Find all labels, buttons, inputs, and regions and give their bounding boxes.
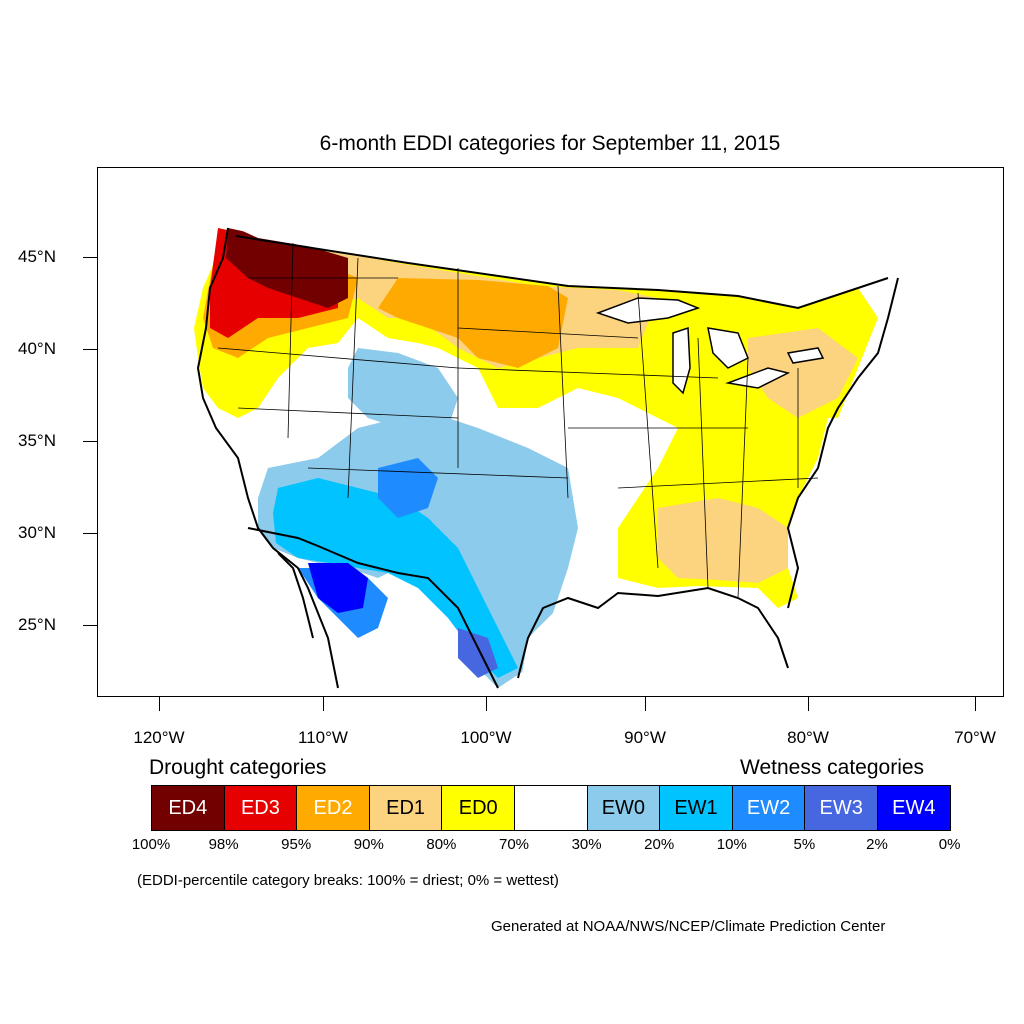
legend-box-normal bbox=[514, 785, 588, 831]
lat-tick bbox=[83, 257, 97, 258]
lat-label-25: 25°N bbox=[18, 615, 56, 634]
legend-percent-label: 90% bbox=[353, 836, 384, 853]
legend-percent-label: 80% bbox=[426, 836, 457, 853]
ed4-zone bbox=[226, 228, 348, 308]
ew0-zone-north bbox=[348, 348, 458, 428]
ed1-zone-south bbox=[658, 498, 788, 583]
lat-label-45: 45°N bbox=[18, 247, 56, 266]
gulf-coast bbox=[517, 586, 789, 679]
baja-coast bbox=[277, 552, 314, 639]
lon-tick bbox=[975, 697, 976, 711]
lon-label-70: 70°W bbox=[954, 728, 996, 747]
wetness-zones bbox=[258, 348, 578, 688]
pacific bbox=[98, 168, 248, 498]
coastlines bbox=[196, 227, 899, 689]
legend-percent-label: 0% bbox=[938, 836, 961, 853]
legend-percent-label: 10% bbox=[716, 836, 747, 853]
legend-box-ed4: ED4 bbox=[151, 785, 225, 831]
lake-huron bbox=[707, 327, 749, 369]
legend-box-ed0: ED0 bbox=[441, 785, 515, 831]
legend-percent-label: 5% bbox=[793, 836, 816, 853]
lat-tick bbox=[83, 441, 97, 442]
lat-label-40: 40°N bbox=[18, 339, 56, 358]
map-title: 6-month EDDI categories for September 11… bbox=[319, 132, 781, 155]
legend-percent-label: 2% bbox=[866, 836, 888, 853]
ew3-zone bbox=[458, 628, 498, 678]
legend-percent-label: 100% bbox=[131, 836, 171, 853]
lat-tick bbox=[83, 349, 97, 350]
legend-box-ed3: ED3 bbox=[223, 785, 298, 831]
drought-heading: Drought categories bbox=[149, 756, 327, 779]
credit-line: Generated at NOAA/NWS/NCEP/Climate Predi… bbox=[491, 918, 886, 935]
lon-tick bbox=[159, 697, 160, 711]
legend-box-ew3: EW3 bbox=[804, 785, 878, 831]
lon-label-110: 110°W bbox=[298, 728, 348, 747]
legend-percent-label: 98% bbox=[208, 836, 239, 853]
legend-box-ed1: ED1 bbox=[368, 785, 443, 831]
legend-box-ed2: ED2 bbox=[296, 785, 370, 831]
lake-erie bbox=[725, 367, 791, 389]
lon-tick bbox=[808, 697, 809, 711]
wetness-heading: Wetness categories bbox=[740, 756, 925, 779]
mexico-border bbox=[247, 527, 499, 689]
lat-label-35: 35°N bbox=[18, 431, 56, 450]
lake-ontario bbox=[786, 347, 825, 364]
gulf-of-mexico bbox=[518, 588, 798, 696]
ed2-zone bbox=[378, 278, 568, 368]
drought-zones bbox=[194, 228, 878, 608]
legend-percent-label: 30% bbox=[571, 836, 602, 853]
lon-label-100: 100°W bbox=[460, 728, 512, 747]
state-lines bbox=[217, 242, 819, 599]
ew1-zone bbox=[273, 478, 518, 678]
percentile-note: (EDDI-percentile category breaks: 100% =… bbox=[137, 872, 559, 889]
map-panel bbox=[97, 167, 1004, 697]
east-coast bbox=[786, 277, 899, 609]
lon-label-80: 80°W bbox=[787, 728, 829, 747]
legend-box-ew4: EW4 bbox=[877, 785, 951, 831]
ew2-zone-north bbox=[378, 458, 438, 518]
atlantic bbox=[788, 318, 1003, 696]
lat-tick bbox=[83, 533, 97, 534]
eddi-map bbox=[98, 168, 1003, 696]
lat-tick bbox=[83, 625, 97, 626]
lon-tick bbox=[323, 697, 324, 711]
lon-tick bbox=[645, 697, 646, 711]
lon-label-90: 90°W bbox=[624, 728, 666, 747]
ew4-zone bbox=[308, 563, 368, 613]
legend-percent-label: 20% bbox=[644, 836, 675, 853]
lat-label-30: 30°N bbox=[18, 523, 56, 542]
legend-box-ew0: EW0 bbox=[586, 785, 661, 831]
legend-percent-label: 95% bbox=[281, 836, 312, 853]
north-canada bbox=[236, 168, 1003, 308]
legend-box-ew2: EW2 bbox=[731, 785, 806, 831]
ocean-southwest bbox=[98, 498, 328, 696]
lon-label-120: 120°W bbox=[133, 728, 185, 747]
legend-percent-label: 70% bbox=[498, 836, 530, 853]
legend-box-ew1: EW1 bbox=[659, 785, 733, 831]
west-coast bbox=[196, 227, 339, 689]
lon-tick bbox=[486, 697, 487, 711]
ed1-zone-east bbox=[748, 328, 858, 418]
canada-border bbox=[235, 235, 889, 310]
